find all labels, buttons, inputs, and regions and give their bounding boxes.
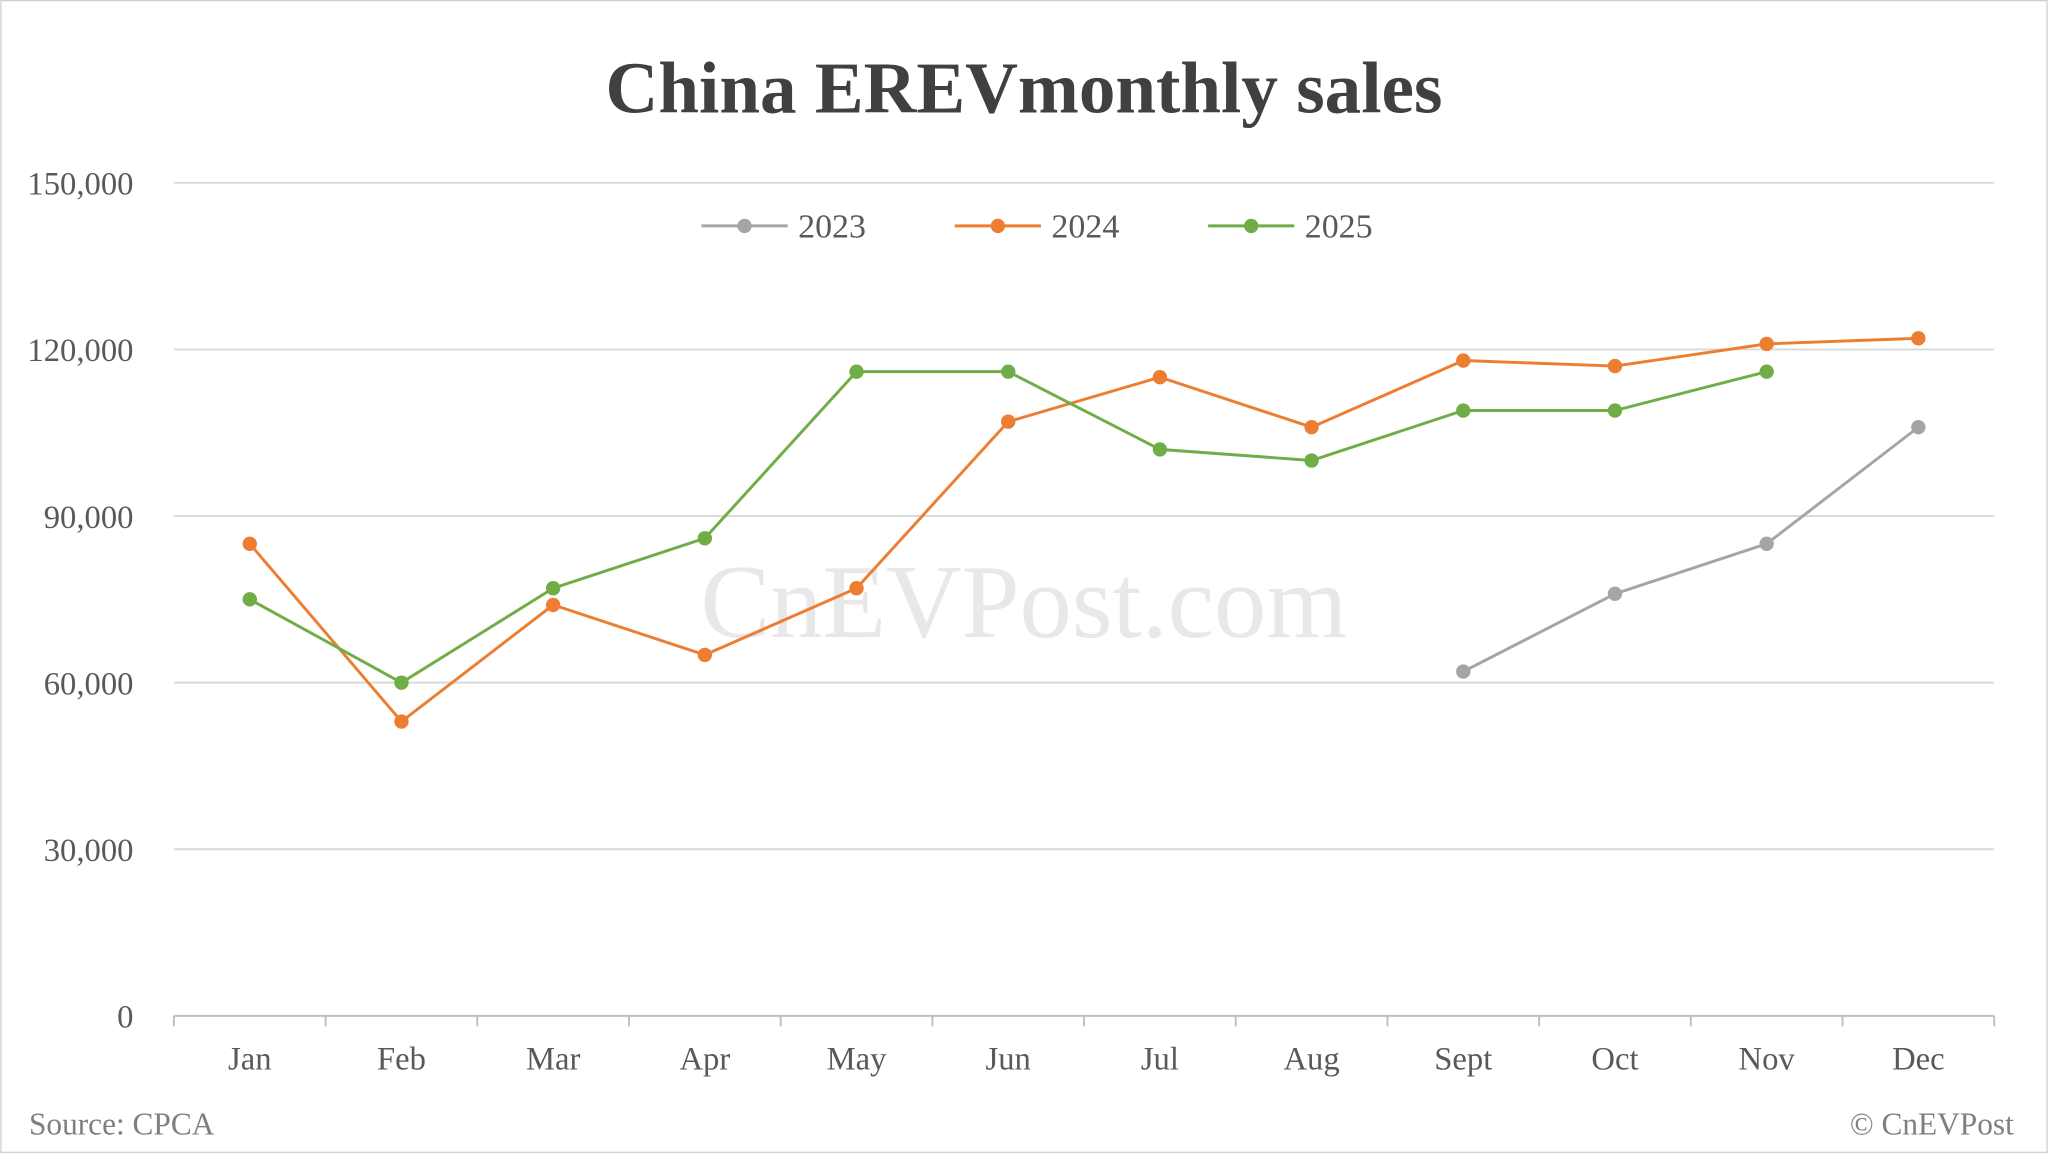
y-tick-label: 150,000 xyxy=(27,167,133,203)
x-tick-label: Jan xyxy=(228,1041,272,1077)
data-point xyxy=(1607,586,1623,601)
legend-label: 2023 xyxy=(798,209,866,246)
series-2024 xyxy=(242,331,1926,729)
y-tick-label: 30,000 xyxy=(44,833,134,869)
legend-marker xyxy=(737,218,752,234)
data-point xyxy=(1152,442,1168,457)
source-note: Source: CPCA xyxy=(29,1107,215,1142)
data-point xyxy=(1456,353,1471,368)
y-tick-label: 0 xyxy=(117,1000,133,1036)
x-tick-label: Sept xyxy=(1434,1041,1492,1077)
data-point xyxy=(1607,403,1623,418)
data-point xyxy=(394,675,409,690)
y-tick-label: 120,000 xyxy=(27,333,133,369)
data-point xyxy=(545,581,561,596)
data-point xyxy=(242,536,257,551)
series-2025 xyxy=(242,364,1774,690)
series-line xyxy=(248,336,1919,724)
data-point xyxy=(1304,419,1319,435)
series-line xyxy=(1462,426,1920,673)
x-tick-label: May xyxy=(827,1041,887,1077)
data-point xyxy=(1304,453,1319,468)
data-point xyxy=(394,714,409,729)
series-2023 xyxy=(1456,419,1926,679)
chart-title: China EREVmonthly sales xyxy=(606,47,1443,128)
x-tick-label: Jul xyxy=(1141,1041,1179,1077)
x-tick-label: Oct xyxy=(1591,1041,1638,1077)
data-point xyxy=(1759,364,1774,379)
x-tick-label: Feb xyxy=(377,1041,426,1077)
data-point xyxy=(1001,364,1016,379)
data-point xyxy=(1152,370,1168,385)
x-tick-label: Nov xyxy=(1739,1041,1796,1077)
x-tick-label: Mar xyxy=(526,1041,580,1077)
legend-item-2025: 2025 xyxy=(1208,209,1373,246)
data-point xyxy=(242,592,257,607)
data-point xyxy=(1759,336,1774,352)
legend-label: 2025 xyxy=(1305,209,1373,246)
data-point xyxy=(1911,331,1926,346)
data-point xyxy=(1456,664,1471,679)
x-tick-label: Dec xyxy=(1892,1041,1945,1077)
y-tick-label: 90,000 xyxy=(44,500,134,536)
legend-item-2023: 2023 xyxy=(701,209,866,246)
data-point xyxy=(1759,536,1774,551)
legend-item-2024: 2024 xyxy=(954,209,1119,246)
data-point xyxy=(1911,419,1926,435)
data-point xyxy=(849,364,864,379)
legend-label: 2024 xyxy=(1051,209,1119,246)
data-point xyxy=(697,531,713,546)
data-point xyxy=(849,581,864,596)
data-point xyxy=(1001,414,1016,429)
x-tick-label: Jun xyxy=(986,1041,1031,1077)
x-tick-label: Apr xyxy=(679,1041,730,1077)
x-tick-label: Aug xyxy=(1284,1041,1340,1077)
y-tick-label: 60,000 xyxy=(44,666,134,702)
copyright-note: © CnEVPost xyxy=(1850,1107,2014,1142)
data-point xyxy=(1456,403,1471,418)
data-point xyxy=(1607,358,1623,374)
data-point xyxy=(545,597,561,613)
data-point xyxy=(697,647,713,663)
legend-marker xyxy=(990,218,1006,234)
watermark: CnEVPost.com xyxy=(700,544,1347,660)
legend-marker xyxy=(1244,218,1259,234)
